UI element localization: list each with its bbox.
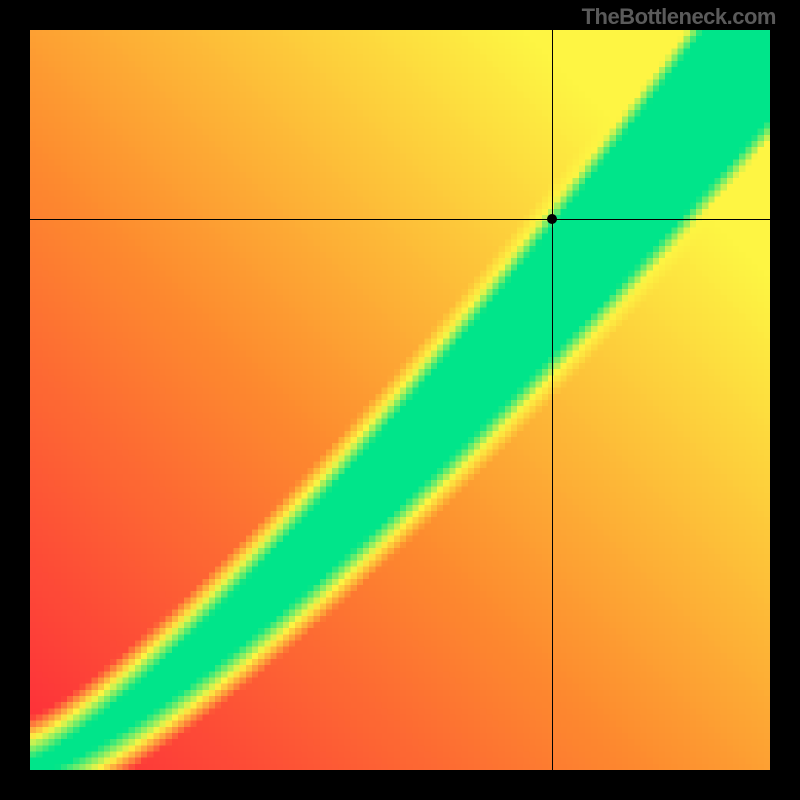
watermark-text: TheBottleneck.com xyxy=(582,4,776,30)
crosshair-horizontal xyxy=(30,219,770,220)
crosshair-marker xyxy=(547,214,557,224)
crosshair-vertical xyxy=(552,30,553,770)
heatmap-canvas xyxy=(30,30,770,770)
bottleneck-heatmap xyxy=(30,30,770,770)
